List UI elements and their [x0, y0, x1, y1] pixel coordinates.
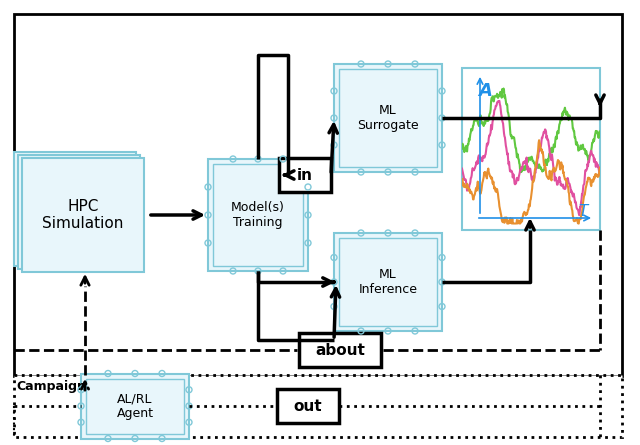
Bar — [299, 333, 381, 367]
Bar — [86, 379, 184, 433]
Text: out: out — [294, 399, 323, 413]
Bar — [22, 158, 144, 272]
Bar — [279, 158, 331, 192]
Bar — [334, 64, 442, 172]
Bar — [334, 233, 442, 331]
Text: HPC
Simulation: HPC Simulation — [42, 199, 124, 231]
Bar — [14, 375, 622, 437]
Bar — [277, 389, 339, 423]
Bar — [213, 164, 303, 266]
Bar — [81, 373, 189, 438]
Bar — [462, 68, 600, 230]
Text: Model(s)
Training: Model(s) Training — [231, 201, 285, 229]
Bar — [339, 238, 437, 326]
Text: in: in — [297, 167, 313, 182]
Bar — [339, 69, 437, 167]
Text: A: A — [478, 82, 492, 100]
Bar — [14, 152, 136, 266]
Text: T: T — [578, 204, 588, 219]
Bar — [14, 14, 622, 376]
Text: ML
Surrogate: ML Surrogate — [357, 104, 419, 132]
Text: about: about — [315, 343, 365, 357]
Bar — [18, 155, 140, 269]
Text: Campaign: Campaign — [16, 380, 86, 393]
Text: ML
Inference: ML Inference — [358, 268, 417, 296]
Text: AL/RL
Agent: AL/RL Agent — [116, 392, 154, 420]
Bar — [208, 159, 308, 271]
